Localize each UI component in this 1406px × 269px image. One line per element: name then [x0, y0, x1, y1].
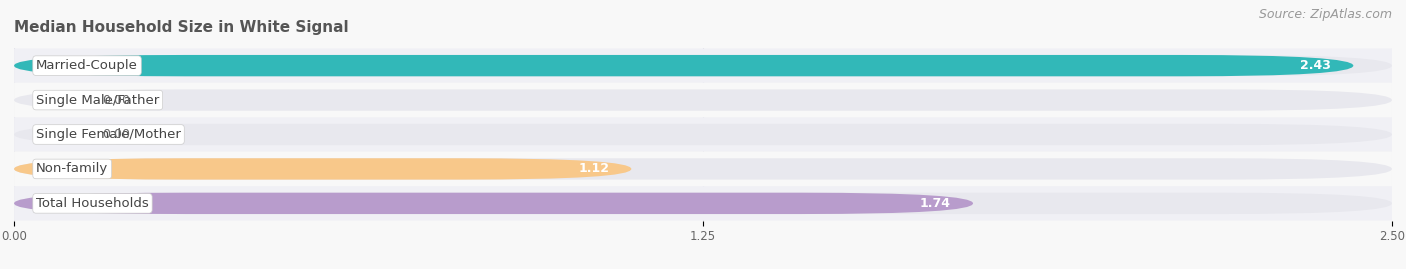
FancyBboxPatch shape [14, 83, 1392, 117]
FancyBboxPatch shape [14, 158, 631, 180]
Text: 1.74: 1.74 [920, 197, 950, 210]
FancyBboxPatch shape [14, 193, 1392, 214]
Text: Non-family: Non-family [37, 162, 108, 175]
FancyBboxPatch shape [14, 124, 1392, 145]
FancyBboxPatch shape [14, 48, 1392, 83]
Text: Single Female/Mother: Single Female/Mother [37, 128, 181, 141]
Text: Married-Couple: Married-Couple [37, 59, 138, 72]
Text: Single Male/Father: Single Male/Father [37, 94, 159, 107]
FancyBboxPatch shape [14, 193, 973, 214]
Text: Median Household Size in White Signal: Median Household Size in White Signal [14, 20, 349, 35]
FancyBboxPatch shape [14, 117, 1392, 152]
FancyBboxPatch shape [14, 89, 1392, 111]
Text: Source: ZipAtlas.com: Source: ZipAtlas.com [1258, 8, 1392, 21]
FancyBboxPatch shape [14, 158, 1392, 180]
FancyBboxPatch shape [14, 152, 1392, 186]
Text: 1.12: 1.12 [578, 162, 609, 175]
Text: 2.43: 2.43 [1301, 59, 1331, 72]
Text: Total Households: Total Households [37, 197, 149, 210]
FancyBboxPatch shape [14, 55, 1354, 76]
Text: 0.00: 0.00 [103, 94, 131, 107]
Text: 0.00: 0.00 [103, 128, 131, 141]
FancyBboxPatch shape [14, 55, 1392, 76]
FancyBboxPatch shape [14, 186, 1392, 221]
